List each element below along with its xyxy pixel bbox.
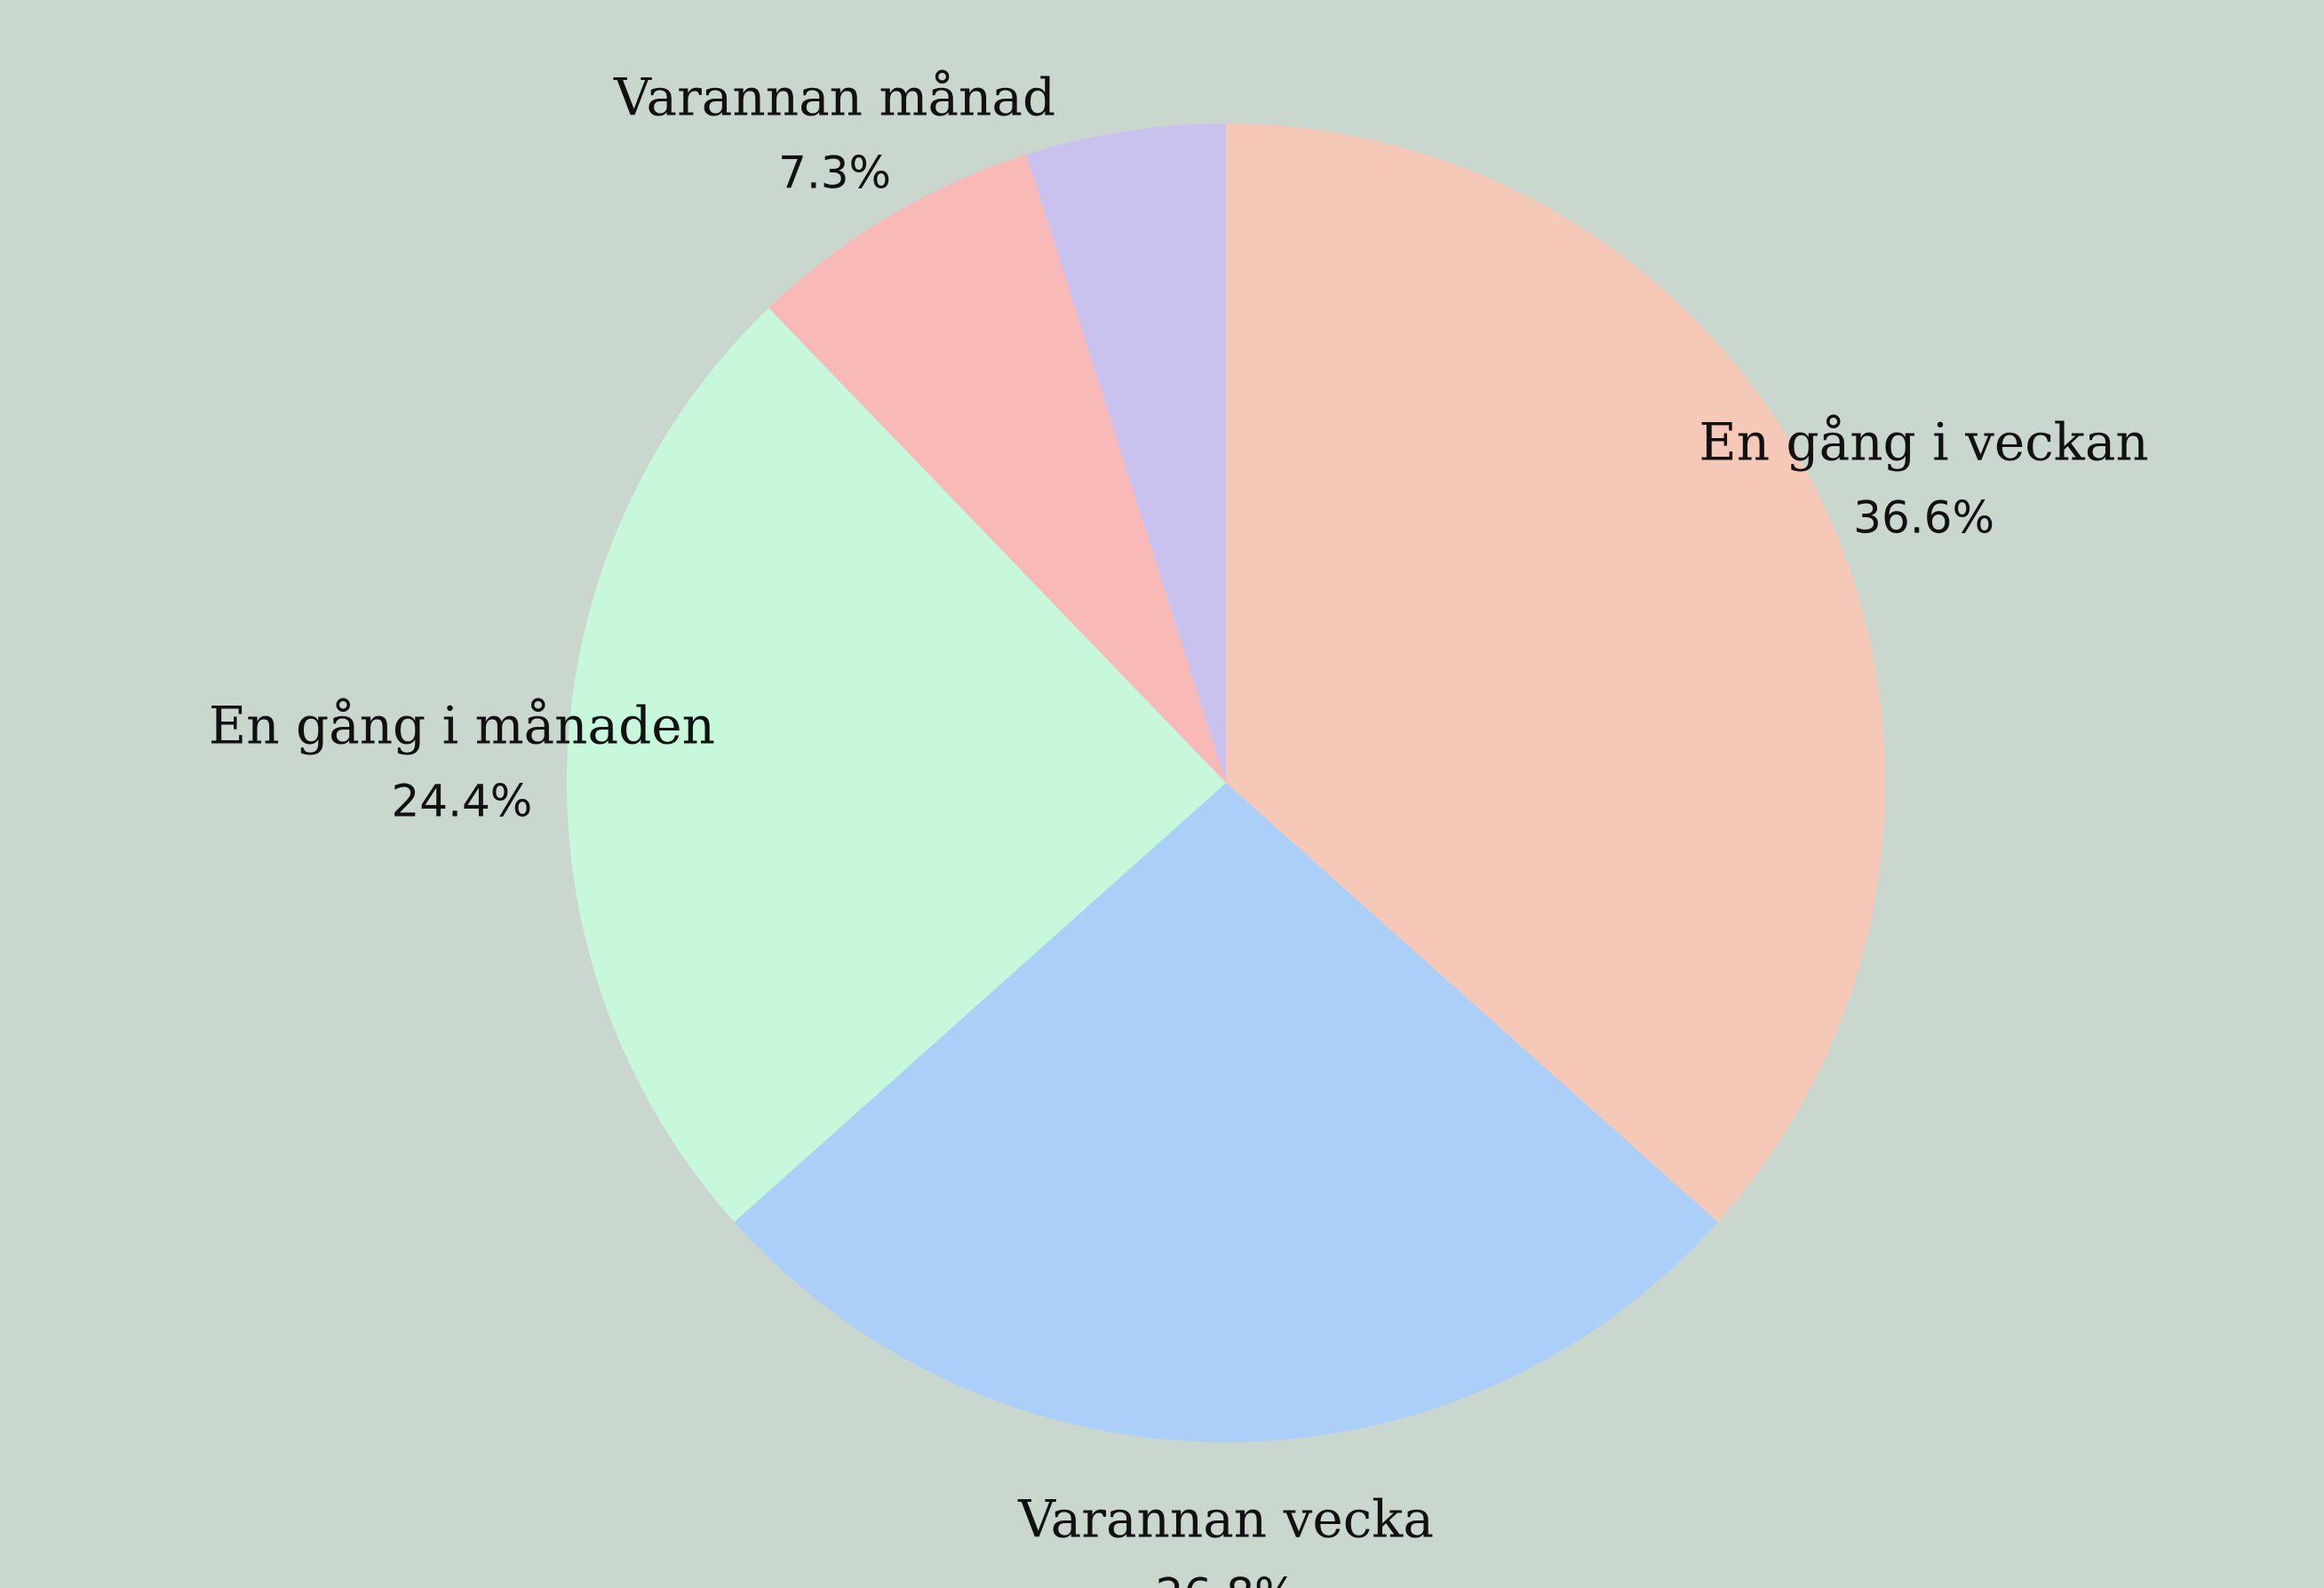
slice-value-label: 36.6%: [1853, 491, 1994, 543]
pie-slice: [1026, 124, 1226, 783]
slice-value-label: 24.4%: [391, 776, 532, 827]
slice-value-label: 7.3%: [778, 148, 891, 199]
pie-slice: [768, 154, 1226, 783]
slice-label: En gång i månaden: [209, 696, 715, 756]
pie-slice: [1226, 124, 1885, 1223]
slice-label: Varannan vecka: [1017, 1489, 1434, 1550]
slice-label: Varannan månad: [613, 68, 1055, 128]
pie-slice: [567, 307, 1226, 1223]
slice-label: En gång i veckan: [1699, 411, 2148, 472]
slice-value-label: 26.8%: [1156, 1569, 1297, 1588]
pie-slice: [734, 783, 1718, 1442]
